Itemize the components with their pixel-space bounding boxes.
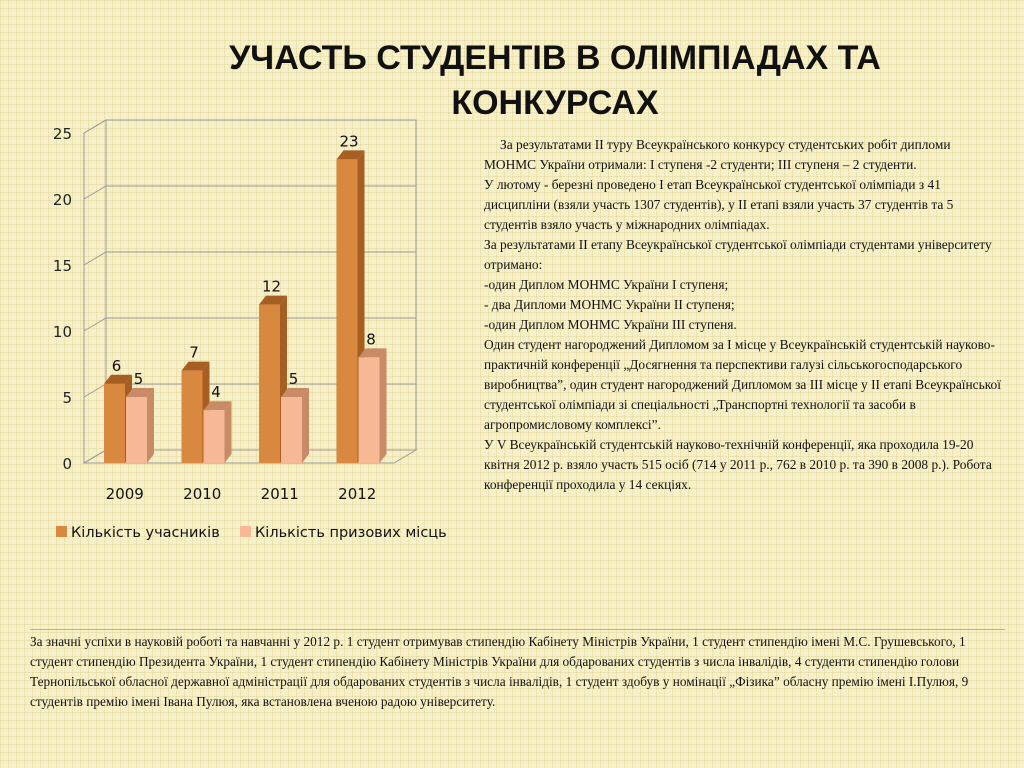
data-label: 5 — [289, 370, 299, 388]
y-tick-label: 5 — [62, 389, 72, 407]
bar — [203, 410, 225, 463]
bar-top — [358, 348, 387, 358]
x-tick-label: 2011 — [261, 485, 299, 503]
gridline — [83, 317, 416, 332]
data-label: 7 — [189, 344, 199, 362]
side-paragraph: У лютому - березні проведено І етап Всеу… — [484, 177, 954, 232]
data-label: 4 — [211, 383, 221, 401]
data-label: 8 — [366, 330, 376, 348]
bar — [104, 383, 125, 463]
legend-label: Кількість учасників — [71, 525, 220, 541]
bar — [259, 304, 280, 463]
bar — [281, 397, 302, 463]
bar-side — [147, 388, 154, 463]
gridline — [83, 251, 416, 266]
data-label: 12 — [262, 278, 281, 296]
side-paragraph: -один Диплом МОНМС України ІІІ ступеня. — [484, 317, 737, 332]
legend-swatch — [56, 526, 67, 537]
page-title: УЧАСТЬ СТУДЕНТІВ В ОЛІМПІАДАХ ТА КОНКУРС… — [229, 39, 881, 122]
bar — [126, 397, 147, 463]
side-paragraph: За результатами ІІ етапу Всеукраїнської … — [484, 237, 992, 272]
data-label: 5 — [134, 370, 144, 388]
bar-top — [259, 295, 287, 305]
bar-top — [104, 374, 132, 384]
y-tick-label: 20 — [53, 191, 72, 209]
data-label: 6 — [112, 357, 122, 375]
bar-top — [126, 388, 154, 397]
bar-side — [302, 388, 309, 463]
y-tick-label: 15 — [53, 257, 72, 275]
bar-top — [203, 401, 232, 411]
legend-swatch — [240, 526, 251, 537]
legend-label: Кількість призових місць — [255, 525, 447, 541]
bottom-text: За значні успіхи в науковій роботі та на… — [30, 629, 1005, 712]
bar-top — [181, 361, 210, 371]
side-wall — [83, 119, 107, 464]
side-paragraph: За результатами ІІ туру Всеукраїнського … — [484, 137, 951, 172]
y-tick-label: 0 — [62, 455, 72, 473]
bar-side — [224, 401, 232, 463]
bar-chart: 051015202565200974201012520112382012Кіль… — [53, 119, 447, 541]
bar — [181, 370, 203, 463]
y-tick-label: 25 — [53, 125, 72, 143]
side-paragraph: Один студент нагороджений Дипломом за І … — [484, 337, 1001, 432]
x-tick-label: 2009 — [106, 485, 144, 503]
x-tick-label: 2010 — [183, 485, 221, 503]
y-tick-label: 10 — [53, 323, 72, 341]
bar-side — [379, 348, 387, 463]
gridline — [83, 119, 416, 134]
side-paragraph: -один Диплом МОНМС України І ступеня; — [484, 277, 729, 292]
side-text-block: За результатами ІІ туру Всеукраїнського … — [484, 135, 1004, 495]
bar-top — [336, 150, 365, 160]
side-paragraph: У V Всеукраїнській студентській науково-… — [484, 437, 992, 492]
side-paragraph: - два Дипломи МОНМС України ІІ ступеня; — [484, 297, 735, 312]
bar — [336, 159, 358, 463]
data-label: 23 — [339, 132, 358, 150]
x-tick-label: 2012 — [338, 485, 376, 503]
bar-top — [281, 388, 309, 397]
bar — [358, 357, 380, 463]
gridline — [83, 185, 416, 200]
